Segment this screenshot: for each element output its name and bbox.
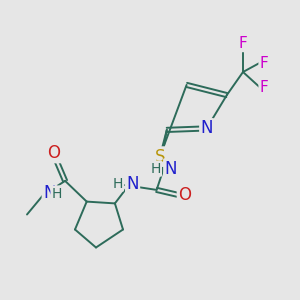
- Text: F: F: [238, 36, 247, 51]
- Text: S: S: [155, 148, 165, 166]
- Text: N: N: [43, 184, 56, 202]
- Text: O: O: [178, 186, 191, 204]
- Text: F: F: [260, 56, 268, 70]
- Text: H: H: [112, 177, 123, 190]
- Text: H: H: [52, 187, 62, 200]
- Text: N: N: [200, 119, 213, 137]
- Text: N: N: [126, 175, 139, 193]
- Text: F: F: [260, 80, 268, 94]
- Text: H: H: [151, 162, 161, 176]
- Text: N: N: [164, 160, 177, 178]
- Text: O: O: [47, 144, 61, 162]
